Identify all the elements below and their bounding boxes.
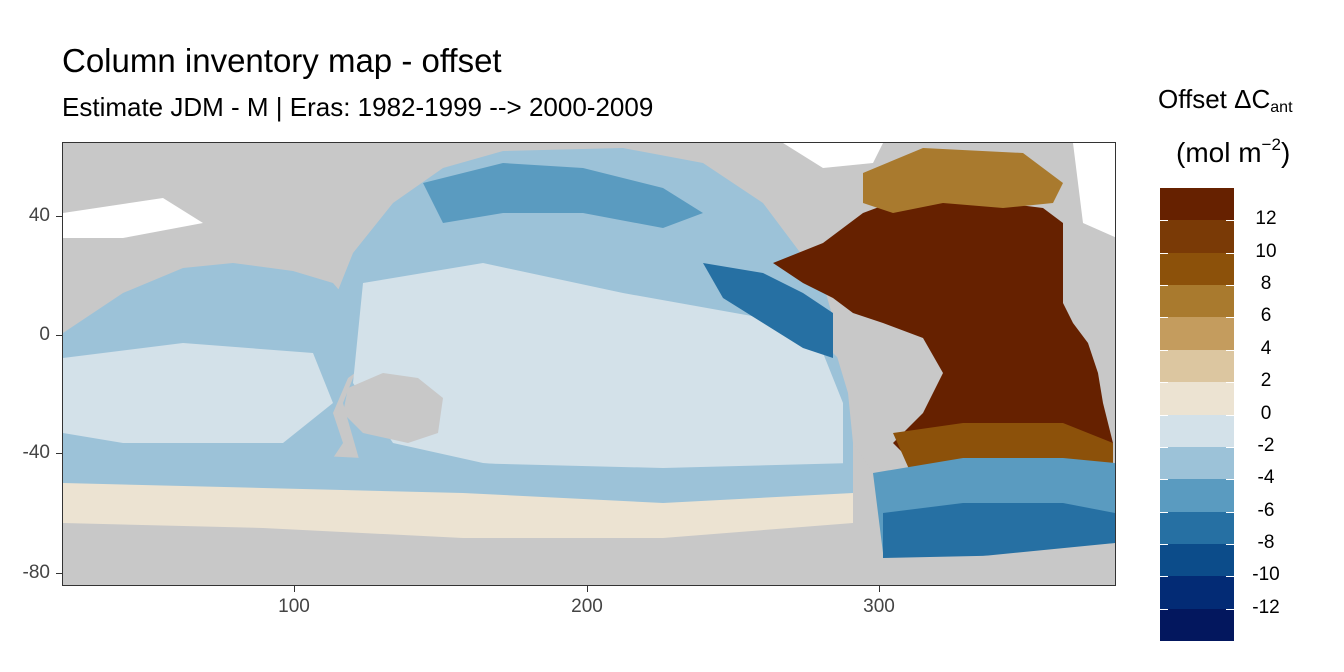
legend-tick-label: -6 (1257, 499, 1275, 521)
legend-swatch (1160, 414, 1234, 447)
y-tick-mark (56, 216, 62, 217)
legend-tick-mark (1226, 511, 1234, 513)
legend-tick-mark (1226, 608, 1234, 610)
legend-tick-mark (1160, 446, 1168, 448)
missing-data-med (63, 198, 203, 238)
legend-swatch (1160, 188, 1234, 221)
legend-swatch (1160, 252, 1234, 286)
legend-tick-label: 2 (1260, 370, 1272, 392)
missing-data-arctic-2 (1073, 143, 1115, 238)
x-tick-mark (587, 586, 588, 592)
legend-tick-mark (1160, 382, 1168, 384)
legend-tick-mark (1160, 608, 1168, 610)
legend-swatch (1160, 576, 1234, 609)
y-tick-label: 40 (28, 205, 50, 226)
ocean-field-map (63, 143, 1115, 585)
legend-swatch (1160, 382, 1234, 415)
legend-tick-mark (1160, 543, 1168, 545)
legend-tick-label: 12 (1255, 208, 1277, 230)
legend-tick-mark (1226, 543, 1234, 545)
legend-tick-mark (1226, 220, 1234, 222)
legend-tick-label: -8 (1257, 531, 1275, 553)
legend-tick-label: -4 (1257, 467, 1275, 489)
legend-tick-mark (1226, 285, 1234, 287)
legend-tick-mark (1226, 252, 1234, 254)
legend-tick-mark (1226, 576, 1234, 578)
legend-tick-mark (1160, 349, 1168, 351)
legend-tick-mark (1160, 317, 1168, 319)
north-atlantic-light (863, 148, 1063, 213)
chart-subtitle: Estimate JDM - M | Eras: 1982-1999 --> 2… (62, 92, 654, 122)
y-tick-label: -40 (22, 442, 50, 463)
y-tick-mark (56, 335, 62, 336)
legend-swatch (1160, 285, 1234, 318)
legend-tick-mark (1226, 479, 1234, 481)
y-tick-label: -80 (22, 562, 50, 583)
legend-tick-label: 10 (1255, 240, 1277, 262)
indian-ocean-light (63, 343, 333, 443)
y-tick-mark (56, 573, 62, 574)
antarctica-land (63, 533, 1115, 585)
atlantic-ocean-field (773, 198, 1113, 473)
australia-land (343, 373, 443, 443)
east-pacific-dark (703, 263, 833, 358)
legend-tick-mark (1160, 479, 1168, 481)
legend-title: Offset ΔCant (1158, 84, 1293, 116)
legend-tick-label: -2 (1257, 434, 1275, 456)
legend-tick-mark (1160, 511, 1168, 513)
legend-swatch (1160, 608, 1234, 642)
legend-swatch (1160, 317, 1234, 350)
legend-tick-label: 4 (1260, 337, 1272, 359)
legend-swatch (1160, 220, 1234, 253)
legend-tick-mark (1226, 446, 1234, 448)
legend-tick-label: -12 (1252, 596, 1280, 618)
legend-colorbar (1160, 188, 1234, 642)
x-tick-label: 100 (278, 596, 310, 617)
legend-tick-mark (1226, 317, 1234, 319)
legend-tick-mark (1226, 414, 1234, 416)
legend-tick-mark (1160, 285, 1168, 287)
legend-swatch (1160, 349, 1234, 383)
legend-tick-mark (1226, 382, 1234, 384)
south-america-land (833, 328, 943, 483)
legend-swatch (1160, 479, 1234, 512)
legend-tick-mark (1160, 252, 1168, 254)
missing-data-arctic-1 (783, 143, 883, 168)
southern-ocean-blue (63, 443, 853, 503)
legend-tick-label: 6 (1260, 305, 1272, 327)
legend-tick-mark (1160, 414, 1168, 416)
legend-tick-label: 8 (1260, 273, 1272, 295)
legend-tick-label: 0 (1260, 402, 1272, 424)
legend-tick-mark (1226, 349, 1234, 351)
x-tick-label: 200 (571, 596, 603, 617)
x-tick-mark (879, 586, 880, 592)
y-tick-label: 0 (39, 324, 50, 345)
legend-tick-mark (1160, 576, 1168, 578)
y-tick-mark (56, 453, 62, 454)
southern-atlantic-dark (883, 503, 1115, 558)
x-tick-mark (294, 586, 295, 592)
legend-tick-mark (1160, 220, 1168, 222)
legend-swatch (1160, 446, 1234, 480)
kuroshio-band (423, 163, 703, 228)
legend-swatch (1160, 543, 1234, 577)
legend-units: (mol m−2) (1176, 135, 1291, 168)
map-panel (62, 142, 1116, 586)
x-tick-label: 300 (863, 596, 895, 617)
pacific-central-light (353, 263, 843, 478)
chart-title: Column inventory map - offset (62, 42, 502, 79)
legend-swatch (1160, 511, 1234, 544)
legend-tick-label: -10 (1252, 564, 1280, 586)
